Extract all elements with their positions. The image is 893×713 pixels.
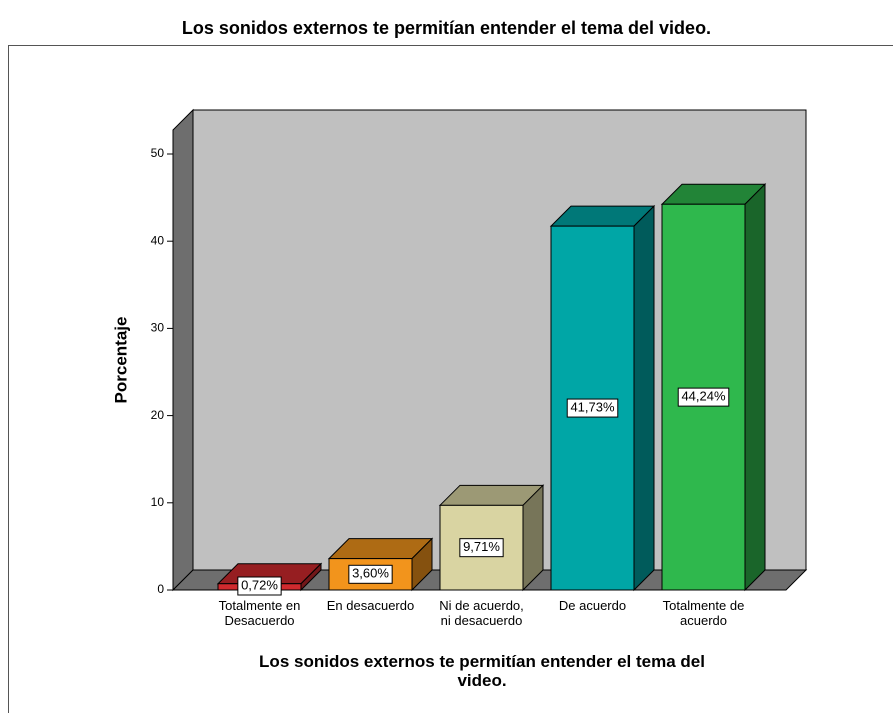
value-label-box (566, 398, 619, 418)
y-tick-label: 30 (151, 321, 165, 335)
bar-side (744, 183, 766, 592)
x-tick-label: Totalmente de acuerdo (662, 598, 745, 628)
x-axis-title: Los sonidos externos te permitían entend… (259, 652, 705, 690)
value-label-box (677, 387, 730, 407)
value-label: 41,73% (570, 399, 615, 414)
value-label: 0,72% (241, 577, 278, 592)
value-label: 9,71% (463, 539, 500, 554)
frame (8, 45, 893, 713)
y-axis-title: Porcentaje (111, 317, 130, 404)
value-label: 44,24% (681, 389, 726, 404)
value-label-box (348, 564, 393, 584)
value-label: 3,60% (352, 566, 389, 581)
y-tick-label: 0 (157, 582, 164, 596)
value-label-box (237, 576, 282, 596)
chart-title: Los sonidos externos te permitían entend… (181, 18, 712, 38)
x-tick-label: Ni de acuerdo, ni desacuerdo (439, 598, 524, 628)
x-tick-label: Totalmente en Desacuerdo (218, 598, 301, 628)
y-tick-label: 50 (151, 146, 165, 160)
x-tick-label: De acuerdo (558, 598, 627, 613)
x-tick-label: En desacuerdo (326, 598, 415, 613)
side-wall (172, 108, 194, 592)
bar-side (633, 204, 655, 592)
value-label-box (459, 538, 504, 558)
y-tick-label: 40 (151, 233, 165, 247)
y-tick-label: 20 (151, 408, 165, 422)
y-tick-label: 10 (151, 495, 165, 509)
